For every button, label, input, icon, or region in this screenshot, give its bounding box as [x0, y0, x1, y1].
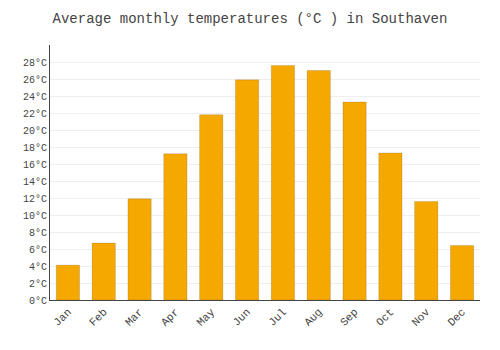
svg-text:2°C: 2°C: [29, 279, 47, 290]
svg-text:Feb: Feb: [87, 306, 109, 328]
svg-text:Nov: Nov: [410, 306, 433, 329]
svg-text:14°C: 14°C: [23, 177, 47, 188]
svg-text:Apr: Apr: [159, 306, 181, 328]
svg-text:Oct: Oct: [374, 306, 396, 328]
svg-text:Mar: Mar: [123, 306, 145, 328]
svg-text:10°C: 10°C: [23, 211, 47, 222]
svg-text:16°C: 16°C: [23, 160, 47, 171]
svg-text:22°C: 22°C: [23, 109, 47, 120]
svg-text:24°C: 24°C: [23, 92, 47, 103]
svg-text:26°C: 26°C: [23, 75, 47, 86]
svg-text:28°C: 28°C: [23, 58, 47, 69]
svg-text:Average monthly temperatures (: Average monthly temperatures (°C ) in So…: [53, 11, 448, 27]
svg-text:4°C: 4°C: [29, 262, 47, 273]
svg-text:May: May: [195, 306, 218, 329]
svg-text:20°C: 20°C: [23, 126, 47, 137]
svg-text:8°C: 8°C: [29, 228, 47, 239]
svg-text:Sep: Sep: [338, 306, 360, 328]
svg-text:Jul: Jul: [266, 306, 288, 328]
svg-text:Aug: Aug: [302, 306, 324, 328]
svg-text:Jun: Jun: [231, 306, 253, 328]
svg-text:Dec: Dec: [446, 306, 468, 328]
svg-text:0°C: 0°C: [29, 296, 47, 307]
svg-text:Jan: Jan: [51, 306, 73, 328]
svg-text:18°C: 18°C: [23, 143, 47, 154]
svg-text:6°C: 6°C: [29, 245, 47, 256]
svg-text:12°C: 12°C: [23, 194, 47, 205]
